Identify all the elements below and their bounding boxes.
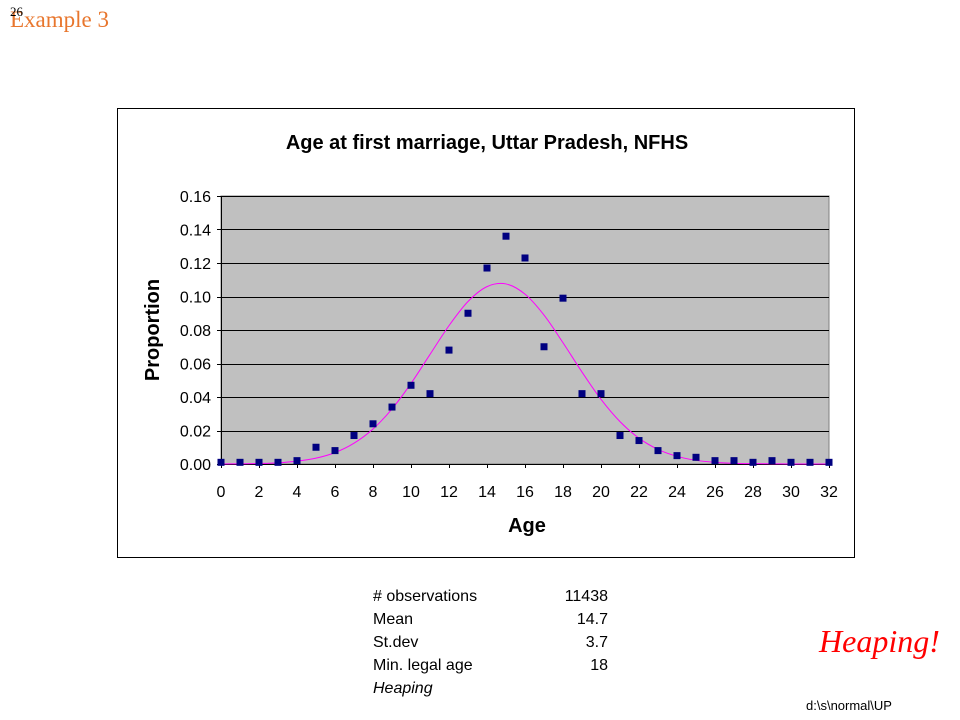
stats-value: 11438 — [564, 588, 608, 605]
chart-title: Age at first marriage, Uttar Pradesh, NF… — [286, 132, 688, 154]
data-point — [236, 458, 244, 466]
x-tick-label: 30 — [782, 484, 800, 501]
stats-note: Heaping — [373, 680, 433, 697]
x-tick-label: 32 — [820, 484, 838, 501]
y-tick-label: 0.14 — [180, 223, 211, 240]
data-point — [369, 420, 377, 428]
plot-layer: 0.000.020.040.060.080.100.120.140.160 2 4 6… — [180, 189, 838, 501]
data-point — [578, 390, 586, 398]
stats-label: # observations — [373, 588, 478, 605]
data-point — [559, 294, 567, 302]
x-tick-label: 24 — [668, 484, 686, 501]
y-axis-title: Proportion — [142, 279, 164, 381]
data-point — [312, 443, 320, 451]
data-point — [331, 447, 339, 455]
x-tick-label: 22 — [630, 484, 648, 501]
data-point — [730, 457, 738, 465]
stats-value: 14.7 — [576, 611, 608, 628]
y-tick-label: 0.12 — [180, 256, 211, 273]
y-tick-label: 0.08 — [180, 323, 211, 340]
data-point — [768, 457, 776, 465]
data-point — [464, 309, 472, 317]
stats-row: Min. legal age 18 — [373, 654, 608, 677]
data-point — [540, 343, 548, 351]
data-point — [806, 458, 814, 466]
data-point — [350, 432, 358, 440]
data-point — [616, 432, 624, 440]
x-tick-label: 28 — [744, 484, 762, 501]
data-point — [635, 437, 643, 445]
data-point — [255, 458, 263, 466]
stats-label: Mean — [373, 611, 414, 628]
data-point — [597, 390, 605, 398]
x-tick-label: 16 — [516, 484, 534, 501]
stats-row: St.dev 3.7 — [373, 631, 608, 654]
data-point — [787, 458, 795, 466]
data-point — [217, 458, 225, 466]
data-point — [445, 346, 453, 354]
data-point — [426, 390, 434, 398]
data-point — [692, 453, 700, 461]
y-tick-label: 0.10 — [180, 290, 211, 307]
data-point — [654, 447, 662, 455]
y-tick-label: 0.02 — [180, 424, 211, 441]
y-tick-label: 0.00 — [180, 457, 211, 474]
x-tick-label: 14 — [478, 484, 496, 501]
stats-row: # observations 11438 — [373, 585, 608, 608]
data-point — [673, 452, 681, 460]
y-tick-label: 0.06 — [180, 357, 211, 374]
data-point — [293, 457, 301, 465]
heaping-callout: Heaping! — [819, 623, 940, 659]
slide-heading: Example 3 — [10, 7, 109, 32]
x-tick-label: 2 — [255, 484, 264, 501]
file-path-footer: d:\s\normal\UP — [806, 698, 892, 713]
data-point — [483, 264, 491, 272]
x-tick-label: 26 — [706, 484, 724, 501]
x-tick-label: 4 — [293, 484, 302, 501]
stats-table: # observations 11438 Mean 14.7 St.dev 3.… — [373, 585, 608, 700]
x-tick-label: 12 — [440, 484, 458, 501]
chart-svg: Age at first marriage, Uttar Pradesh, NF… — [142, 132, 838, 537]
data-point — [521, 254, 529, 262]
y-tick-label: 0.16 — [180, 189, 211, 206]
stats-row: Mean 14.7 — [373, 608, 608, 631]
stats-label: St.dev — [373, 634, 419, 651]
data-point — [502, 232, 510, 240]
data-point — [407, 381, 415, 389]
stats-value: 3.7 — [585, 634, 608, 651]
x-tick-label: 6 — [331, 484, 340, 501]
data-point — [711, 457, 719, 465]
x-tick-label: 20 — [592, 484, 610, 501]
stats-value: 18 — [590, 657, 608, 674]
x-tick-label: 18 — [554, 484, 572, 501]
data-point — [749, 458, 757, 466]
data-point — [388, 403, 396, 411]
chart-frame: Age at first marriage, Uttar Pradesh, NF… — [117, 108, 855, 558]
normal-curve — [220, 282, 829, 465]
data-point — [825, 458, 833, 466]
x-tick-label: 10 — [402, 484, 420, 501]
x-axis-title: Age — [508, 515, 546, 537]
y-tick-label: 0.04 — [180, 390, 211, 407]
stats-label: Min. legal age — [373, 657, 473, 674]
x-tick-label: 8 — [369, 484, 378, 501]
data-point — [274, 458, 282, 466]
slide-number: 26 — [10, 4, 23, 19]
x-tick-label: 0 — [217, 484, 226, 501]
